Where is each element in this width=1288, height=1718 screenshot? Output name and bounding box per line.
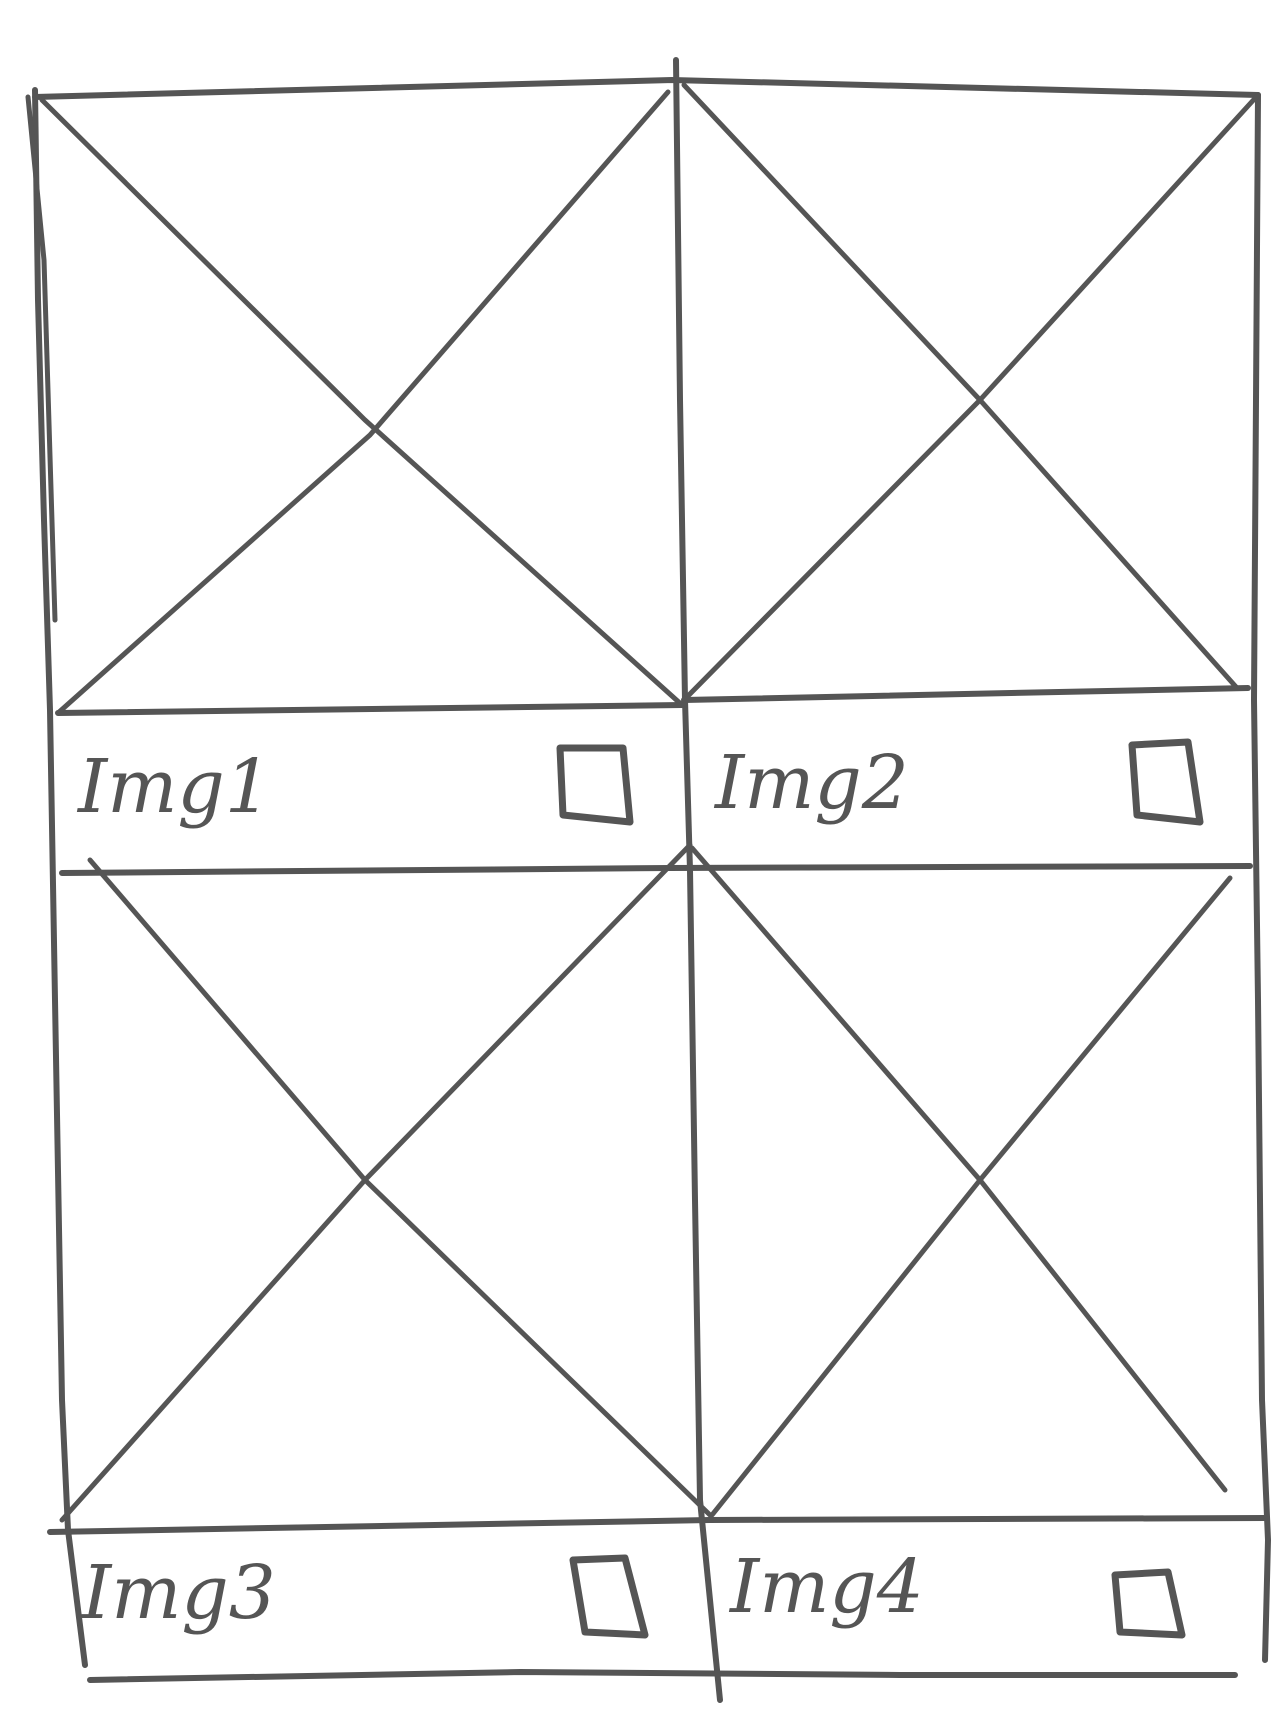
row-separator: [667, 863, 1253, 871]
caption-bar-top: [681, 685, 1251, 703]
image-placeholder-icon: [681, 82, 1261, 703]
image-placeholder-icon: [689, 845, 1233, 1518]
gallery-caption: Img2: [713, 740, 909, 826]
gallery-item-2[interactable]: Img2: [667, 82, 1261, 871]
select-checkbox[interactable]: [1111, 1568, 1186, 1639]
select-checkbox[interactable]: [1128, 738, 1204, 826]
gallery-caption: Img1: [76, 744, 272, 830]
caption-bar-top: [47, 1517, 713, 1535]
caption-bar-top: [55, 702, 685, 716]
image-placeholder-icon: [39, 89, 685, 716]
gallery-item-1[interactable]: Img1: [39, 89, 685, 876]
row-separator: [59, 865, 673, 876]
select-checkbox[interactable]: [569, 1554, 649, 1639]
caption-bar-top: [707, 1515, 1268, 1523]
column-divider: [673, 57, 723, 1703]
gallery-caption: Img3: [80, 1550, 276, 1636]
gallery-item-4[interactable]: Img4: [689, 845, 1268, 1639]
gallery-caption: Img4: [728, 1544, 924, 1630]
image-placeholder-icon: [59, 842, 713, 1523]
gallery-item-3[interactable]: Img3: [47, 842, 713, 1639]
select-checkbox[interactable]: [556, 744, 634, 826]
gallery-frame: [25, 77, 1271, 1683]
